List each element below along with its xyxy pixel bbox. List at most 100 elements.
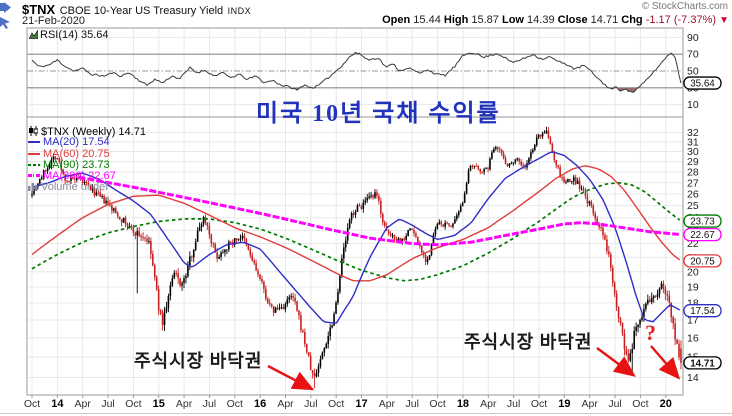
page-margin-cursor-icon[interactable] — [0, 16, 12, 29]
svg-text:Jul: Jul — [203, 398, 216, 410]
legend-item-label: Volume undef — [41, 181, 109, 194]
symbol: $TNX — [22, 2, 56, 17]
svg-text:Jul: Jul — [406, 398, 419, 410]
svg-text:Apr: Apr — [176, 398, 193, 410]
svg-text:17: 17 — [687, 314, 699, 326]
annotation-market-bottom-left: 주식시장 바닥권 — [134, 351, 263, 371]
svg-text:Jul: Jul — [507, 398, 520, 410]
svg-text:Apr: Apr — [480, 398, 497, 410]
svg-text:19: 19 — [687, 281, 699, 293]
change-down-icon: ▼ — [719, 15, 729, 26]
exchange-label: INDX — [227, 6, 252, 16]
svg-text:14.71: 14.71 — [690, 358, 715, 369]
svg-text:50: 50 — [687, 66, 699, 78]
legend-item-1: MA(20) 17.54 — [28, 137, 146, 148]
high-value: 15.87 — [471, 14, 499, 26]
svg-text:20.75: 20.75 — [690, 256, 715, 267]
legend-item-5: Volume undef — [28, 182, 146, 193]
ma90-line — [31, 182, 681, 282]
svg-text:Oct: Oct — [328, 398, 344, 410]
annotation-market-bottom-right: 주식시장 바닥권 — [464, 332, 593, 352]
ma20-line — [31, 151, 681, 324]
svg-text:19: 19 — [558, 398, 570, 410]
low-label: Low — [501, 14, 524, 26]
open-label: Open — [382, 14, 411, 26]
svg-text:22.67: 22.67 — [690, 230, 715, 241]
svg-text:25: 25 — [687, 200, 699, 212]
svg-text:29: 29 — [687, 156, 699, 168]
legend-item-3: MA(90) 23.73 — [28, 158, 146, 171]
line-swatch-icon — [28, 163, 40, 166]
svg-text:14: 14 — [51, 398, 64, 410]
change-label: Chg — [621, 14, 643, 26]
svg-text:18: 18 — [457, 398, 469, 410]
rsi-label-text: RSI(14) 35.64 — [40, 29, 109, 41]
annotation-question-mark: ? — [645, 320, 656, 345]
chart-gridlines — [27, 28, 683, 398]
ohlc-readout: Open 15.44 High 15.87 Low 14.39 Close 14… — [382, 14, 729, 26]
legend-item-label: MA(60) 20.75 — [43, 147, 110, 160]
chart-title: $TNX CBOE 10-Year US Treasury Yield INDX — [22, 1, 251, 19]
svg-text:27: 27 — [687, 177, 699, 189]
svg-text:Apr: Apr — [379, 398, 396, 410]
chart-date: 21-Feb-2020 — [22, 15, 85, 27]
svg-text:Apr: Apr — [582, 398, 599, 410]
svg-text:22: 22 — [687, 238, 699, 250]
panel-borders — [0, 27, 732, 414]
line-swatch-icon — [28, 174, 40, 178]
open-value: 15.44 — [413, 14, 441, 26]
svg-text:Oct: Oct — [227, 398, 243, 410]
svg-text:Oct: Oct — [429, 398, 445, 410]
svg-text:28: 28 — [687, 167, 699, 179]
change-value: -1.17 (-7.37%) — [645, 14, 717, 26]
legend-item-label: MA(300) 22.67 — [43, 170, 116, 183]
close-value: 14.71 — [590, 14, 619, 26]
low-value: 14.39 — [527, 14, 555, 26]
rsi-reference-lines — [27, 53, 683, 89]
volume-bars-icon — [28, 183, 38, 192]
svg-text:90: 90 — [687, 32, 699, 44]
high-label: High — [443, 14, 469, 26]
svg-text:30: 30 — [687, 146, 699, 158]
rsi-indicator-label: RSI(14) 35.64 — [29, 29, 108, 41]
annotation-arrows — [267, 345, 681, 391]
source-credit: © StockCharts.com — [641, 1, 728, 12]
legend-item-label: MA(90) 23.73 — [43, 158, 110, 171]
ma300-line — [78, 175, 679, 247]
symbol-name: CBOE 10-Year US Treasury Yield — [59, 5, 224, 17]
svg-text:17.54: 17.54 — [690, 306, 715, 317]
svg-text:16: 16 — [687, 332, 699, 344]
svg-text:70: 70 — [687, 49, 699, 61]
legend-item-label: MA(20) 17.54 — [43, 136, 110, 149]
axis-labels: 3231302928272625242322212019181716151490… — [24, 32, 722, 410]
svg-text:Apr: Apr — [75, 398, 92, 410]
svg-text:16: 16 — [254, 398, 266, 410]
svg-text:Jul: Jul — [304, 398, 317, 410]
svg-text:Oct: Oct — [531, 398, 547, 410]
svg-text:14: 14 — [687, 372, 699, 384]
svg-text:Jul: Jul — [608, 398, 621, 410]
candlestick-icon — [29, 126, 39, 136]
svg-text:10: 10 — [687, 99, 699, 111]
svg-text:18: 18 — [687, 298, 699, 310]
svg-text:20: 20 — [660, 398, 672, 410]
ma60-line — [31, 165, 681, 282]
page-margin-arrow-icon[interactable] — [0, 2, 12, 13]
svg-text:23.73: 23.73 — [690, 216, 715, 227]
svg-text:15: 15 — [153, 398, 165, 410]
main-chart-legend: $TNX (Weekly) 14.71 MA(20) 17.54 MA(60) 20… — [28, 126, 146, 194]
svg-text:Apr: Apr — [277, 398, 294, 410]
svg-text:26: 26 — [687, 188, 699, 200]
close-label: Close — [557, 14, 588, 26]
line-swatch-icon — [28, 141, 40, 144]
svg-text:20: 20 — [687, 266, 699, 278]
svg-text:32: 32 — [687, 127, 699, 139]
legend-item-0: $TNX (Weekly) 14.71 — [28, 126, 146, 138]
rsi-series — [31, 51, 682, 93]
svg-text:17: 17 — [355, 398, 367, 410]
annotation-yield-title: 미국 10년 국채 수익률 — [256, 101, 501, 127]
svg-text:Jul: Jul — [101, 398, 114, 410]
indicator-chart-icon — [29, 30, 38, 39]
